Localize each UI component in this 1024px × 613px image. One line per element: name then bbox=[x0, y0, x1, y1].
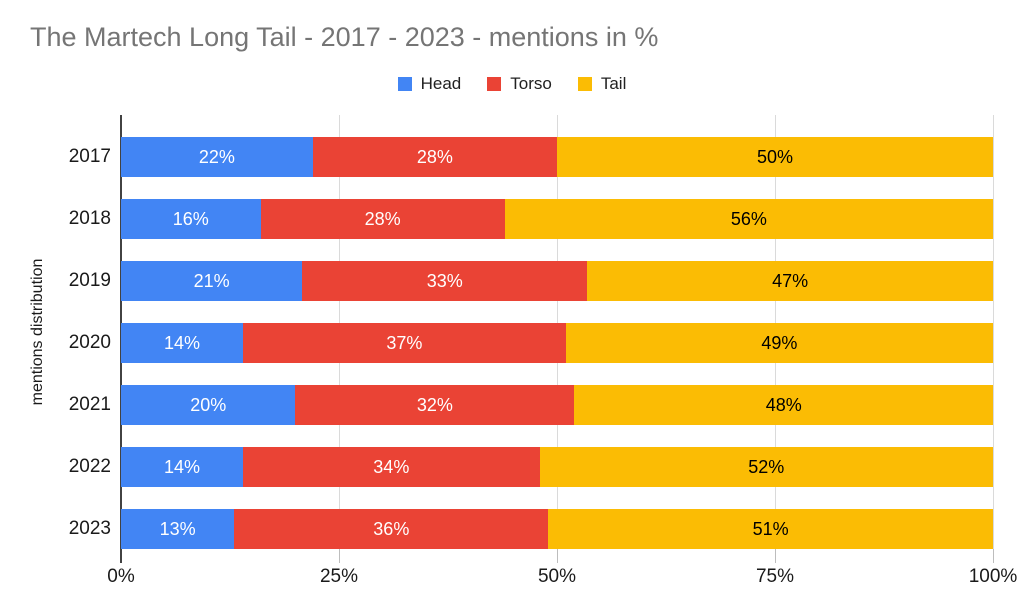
bar-segment-value-label: 36% bbox=[373, 518, 410, 539]
bar-segment-torso-2021: 32% bbox=[295, 385, 575, 425]
bar-segment-value-label: 28% bbox=[416, 146, 453, 167]
legend-item-torso: Torso bbox=[487, 74, 552, 94]
bar-segment-torso-2019: 33% bbox=[302, 261, 588, 301]
bar-segment-value-label: 51% bbox=[752, 518, 789, 539]
axis-tick-75 bbox=[775, 549, 776, 563]
bar-segment-head-2018: 16% bbox=[121, 199, 261, 239]
chart-title: The Martech Long Tail - 2017 - 2023 - me… bbox=[30, 22, 659, 52]
bar-segment-value-label: 21% bbox=[193, 270, 230, 291]
axis-tick-100 bbox=[993, 549, 994, 563]
x-tick-label-50: 50% bbox=[537, 566, 577, 587]
bar-row-2017: 22% 28% 50% bbox=[121, 137, 993, 177]
bar-row-2021: 20% 32% 48% bbox=[121, 385, 994, 425]
x-tick-label-75: 75% bbox=[755, 566, 795, 587]
bar-segment-torso-2022: 34% bbox=[243, 447, 540, 487]
bar-segment-value-label: 49% bbox=[761, 332, 798, 353]
bar-segment-value-label: 28% bbox=[364, 208, 401, 229]
category-label-2020: 2020 bbox=[68, 332, 111, 353]
category-label-2017: 2017 bbox=[68, 146, 111, 167]
x-tick-label-0: 0% bbox=[107, 566, 135, 587]
bar-row-2018: 16% 28% 56% bbox=[121, 199, 993, 239]
bar-row-2020: 14% 37% 49% bbox=[121, 323, 993, 363]
bar-segment-head-2020: 14% bbox=[121, 323, 244, 363]
bar-segment-value-label: 47% bbox=[772, 270, 809, 291]
category-label-2021: 2021 bbox=[68, 394, 111, 415]
bar-segment-head-2021: 20% bbox=[121, 385, 296, 425]
legend-item-label: Tail bbox=[600, 74, 627, 93]
bar-segment-head-2017: 22% bbox=[121, 137, 313, 177]
category-label-2022: 2022 bbox=[68, 456, 111, 477]
bar-segment-value-label: 56% bbox=[730, 208, 767, 229]
legend-item-tail: Tail bbox=[577, 74, 627, 94]
bar-segment-torso-2017: 28% bbox=[312, 137, 557, 177]
bar-segment-value-label: 22% bbox=[198, 146, 235, 167]
plot-area: 22% 28% 50% 16% 28% 56% 21% 33% 47% 14% 37% 49% 20% 3… bbox=[120, 115, 994, 563]
legend-item-label: Head bbox=[420, 74, 462, 93]
bar-segment-tail-2017: 50% bbox=[557, 137, 993, 177]
category-label-2023: 2023 bbox=[68, 518, 111, 539]
bar-segment-tail-2019: 47% bbox=[587, 261, 993, 301]
legend-item-head: Head bbox=[397, 74, 462, 94]
legend-swatch-icon bbox=[397, 77, 412, 91]
bar-segment-value-label: 16% bbox=[172, 208, 209, 229]
bar-segment-torso-2023: 36% bbox=[234, 509, 549, 549]
bar-segment-value-label: 14% bbox=[164, 332, 201, 353]
bar-segment-head-2023: 13% bbox=[121, 509, 235, 549]
legend-swatch-icon bbox=[577, 77, 592, 91]
bar-segment-tail-2018: 56% bbox=[504, 199, 993, 239]
bar-segment-torso-2020: 37% bbox=[243, 323, 566, 363]
bar-segment-value-label: 37% bbox=[386, 332, 423, 353]
bar-segment-value-label: 34% bbox=[373, 456, 410, 477]
bar-segment-value-label: 33% bbox=[426, 270, 463, 291]
bar-segment-head-2022: 14% bbox=[121, 447, 244, 487]
bar-segment-torso-2018: 28% bbox=[260, 199, 505, 239]
axis-tick-50 bbox=[557, 549, 558, 563]
bar-segment-head-2019: 21% bbox=[121, 261, 303, 301]
bar-segment-value-label: 32% bbox=[416, 394, 453, 415]
category-label-2019: 2019 bbox=[68, 270, 111, 291]
bar-segment-value-label: 52% bbox=[748, 456, 785, 477]
bar-segment-value-label: 14% bbox=[164, 456, 201, 477]
bar-row-2023: 13% 36% 51% bbox=[121, 509, 993, 549]
bar-segment-tail-2022: 52% bbox=[539, 447, 993, 487]
bar-segment-value-label: 20% bbox=[190, 394, 227, 415]
bar-segment-tail-2021: 48% bbox=[574, 385, 994, 425]
category-label-2018: 2018 bbox=[68, 208, 111, 229]
bar-segment-value-label: 13% bbox=[159, 518, 196, 539]
gridline-100 bbox=[993, 115, 994, 549]
chart-legend: Head Torso Tail bbox=[0, 73, 1024, 95]
bar-segment-value-label: 48% bbox=[765, 394, 802, 415]
x-tick-label-25: 25% bbox=[319, 566, 359, 587]
bar-row-2022: 14% 34% 52% bbox=[121, 447, 993, 487]
bar-segment-tail-2023: 51% bbox=[548, 509, 993, 549]
bar-row-2019: 21% 33% 47% bbox=[121, 261, 993, 301]
axis-tick-25 bbox=[339, 549, 340, 563]
bar-segment-value-label: 50% bbox=[756, 146, 794, 167]
legend-item-label: Torso bbox=[510, 74, 552, 93]
x-tick-label-100: 100% bbox=[968, 566, 1018, 587]
bar-segment-tail-2020: 49% bbox=[565, 323, 993, 363]
legend-swatch-icon bbox=[487, 77, 502, 91]
